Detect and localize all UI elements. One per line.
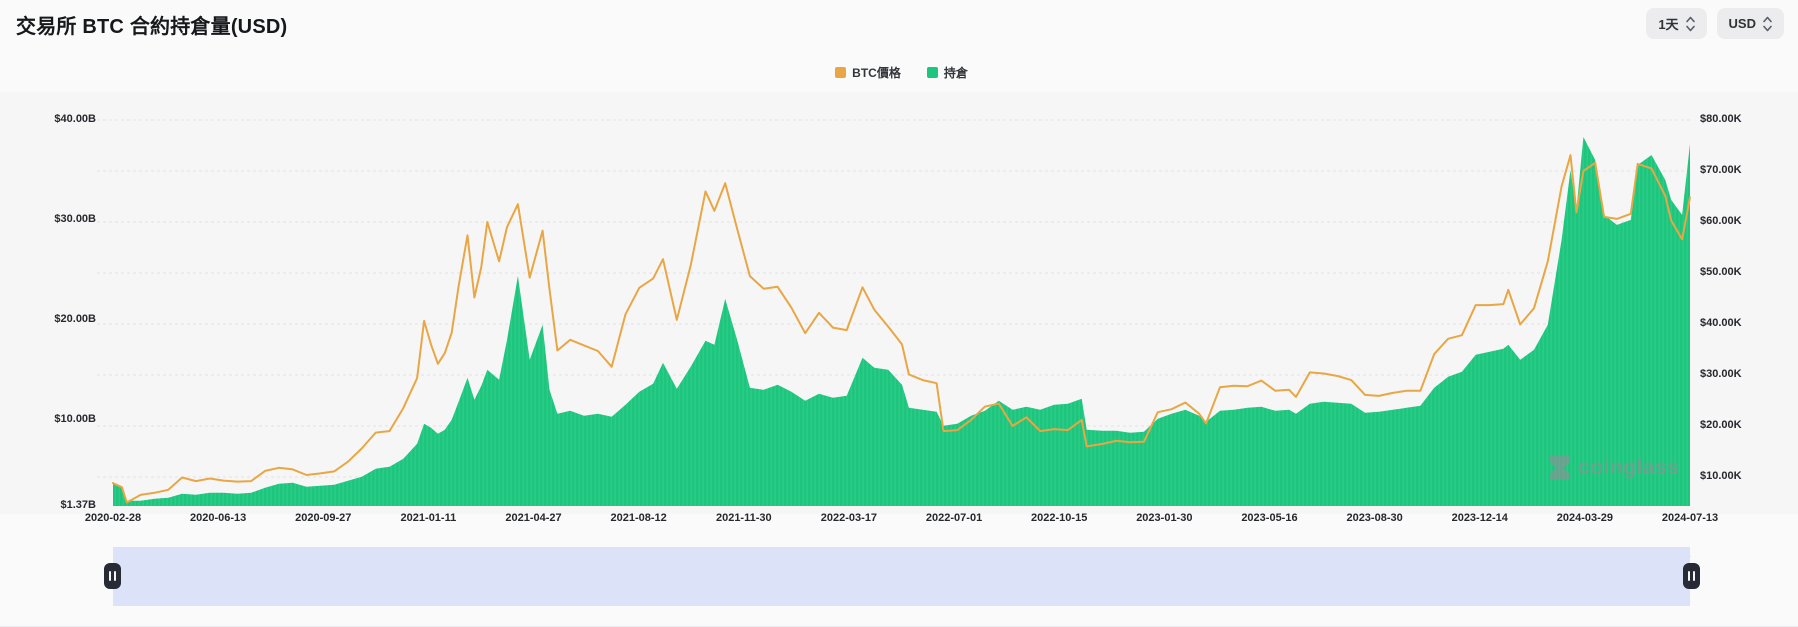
legend-label: BTC價格 [852, 66, 901, 80]
y-axis-right-tick: $50.00K [1700, 266, 1742, 278]
watermark-text: coinglass [1578, 456, 1680, 479]
x-axis-tick: 2023-08-30 [1346, 512, 1403, 524]
y-axis-left-tick: $20.00B [54, 312, 96, 325]
currency-select[interactable]: USD [1716, 8, 1784, 39]
x-axis-tick: 2021-11-30 [715, 512, 772, 524]
x-axis-tick: 2023-05-16 [1241, 512, 1298, 524]
y-axis-right-tick: $80.00K [1700, 113, 1742, 125]
currency-select-value: USD [1728, 16, 1756, 31]
x-axis-tick: 2021-01-11 [400, 512, 457, 524]
chart-controls: 1天 USD [1646, 8, 1784, 39]
interval-select[interactable]: 1天 [1646, 8, 1707, 39]
x-axis-tick: 2022-07-01 [925, 512, 983, 524]
y-axis-left-tick: $30.00B [54, 212, 96, 225]
y-axis-right-tick: $10.00K [1700, 470, 1742, 482]
legend-item-open-interest[interactable]: 持倉 [926, 64, 968, 81]
y-axis-right-tick: $60.00K [1700, 215, 1742, 227]
x-axis-tick: 2020-09-27 [295, 512, 352, 524]
x-axis-tick: 2020-06-13 [189, 512, 247, 524]
x-axis-tick: 2022-03-17 [820, 512, 878, 524]
interval-select-value: 1天 [1658, 17, 1679, 32]
legend-item-btc-price[interactable]: BTC價格 [835, 64, 901, 81]
y-axis-right-tick: $20.00K [1700, 419, 1742, 431]
x-axis-tick: 2023-01-30 [1136, 512, 1193, 524]
x-axis-tick: 2022-10-15 [1031, 512, 1088, 524]
x-axis-tick: 2023-12-14 [1451, 512, 1508, 524]
y-axis-right-tick: $40.00K [1700, 317, 1742, 329]
chevron-updown-icon [1763, 16, 1772, 31]
y-axis-right-tick: $30.00K [1700, 368, 1742, 380]
navigator-right-handle[interactable] [1683, 563, 1700, 589]
y-axis-left-tick: $40.00B [54, 113, 96, 125]
y-axis-left-tick: $1.37B [60, 499, 96, 511]
watermark: coinglass [1548, 455, 1679, 481]
chevron-updown-icon [1685, 16, 1695, 31]
legend-swatch [926, 67, 938, 78]
navigator-left-handle[interactable] [104, 563, 121, 589]
x-axis-tick: 2020-02-28 [84, 512, 142, 524]
x-axis-tick: 2024-07-13 [1661, 512, 1719, 524]
x-axis-tick: 2021-04-27 [505, 512, 562, 524]
navigator-track[interactable] [113, 547, 1690, 606]
coinglass-logo-icon [1550, 456, 1570, 480]
y-axis-left-tick: $10.00B [54, 412, 96, 425]
legend-label: 持倉 [943, 66, 968, 80]
y-axis-right-tick: $70.00K [1700, 164, 1742, 176]
x-axis-tick: 2024-03-29 [1556, 512, 1613, 524]
legend: BTC價格 持倉 [113, 64, 1690, 81]
legend-swatch [835, 67, 847, 78]
x-axis-tick: 2021-08-12 [610, 512, 667, 524]
page-title: 交易所 BTC 合約持倉量(USD) [16, 16, 288, 38]
